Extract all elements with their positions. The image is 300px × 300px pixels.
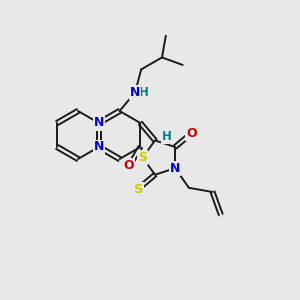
Text: H: H	[162, 130, 172, 143]
Text: N: N	[170, 162, 180, 175]
Text: O: O	[186, 128, 197, 140]
Text: S: S	[134, 183, 143, 196]
Text: S: S	[138, 151, 147, 164]
Text: N: N	[94, 140, 104, 154]
Text: N: N	[94, 116, 104, 130]
Text: N: N	[130, 86, 140, 99]
Text: O: O	[124, 159, 134, 172]
Text: H: H	[139, 86, 149, 99]
